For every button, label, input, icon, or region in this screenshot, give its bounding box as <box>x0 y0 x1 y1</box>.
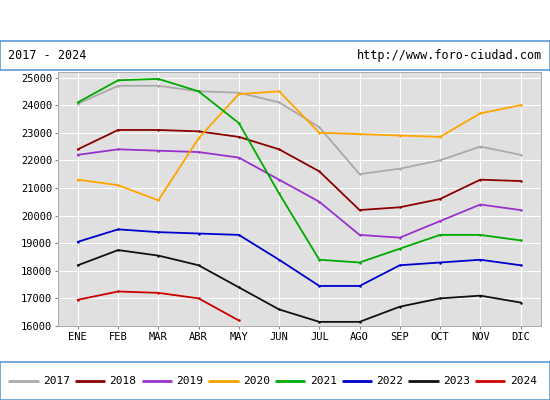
Text: Evolucion del paro registrado en Gijón: Evolucion del paro registrado en Gijón <box>121 13 429 29</box>
Text: 2017: 2017 <box>43 376 70 386</box>
Text: 2021: 2021 <box>310 376 337 386</box>
Text: 2017 - 2024: 2017 - 2024 <box>8 49 87 62</box>
Text: 2019: 2019 <box>176 376 204 386</box>
Text: 2020: 2020 <box>243 376 270 386</box>
Text: 2024: 2024 <box>510 376 537 386</box>
Text: 2018: 2018 <box>109 376 136 386</box>
Text: http://www.foro-ciudad.com: http://www.foro-ciudad.com <box>356 49 542 62</box>
Text: 2023: 2023 <box>443 376 470 386</box>
Text: 2022: 2022 <box>376 376 403 386</box>
